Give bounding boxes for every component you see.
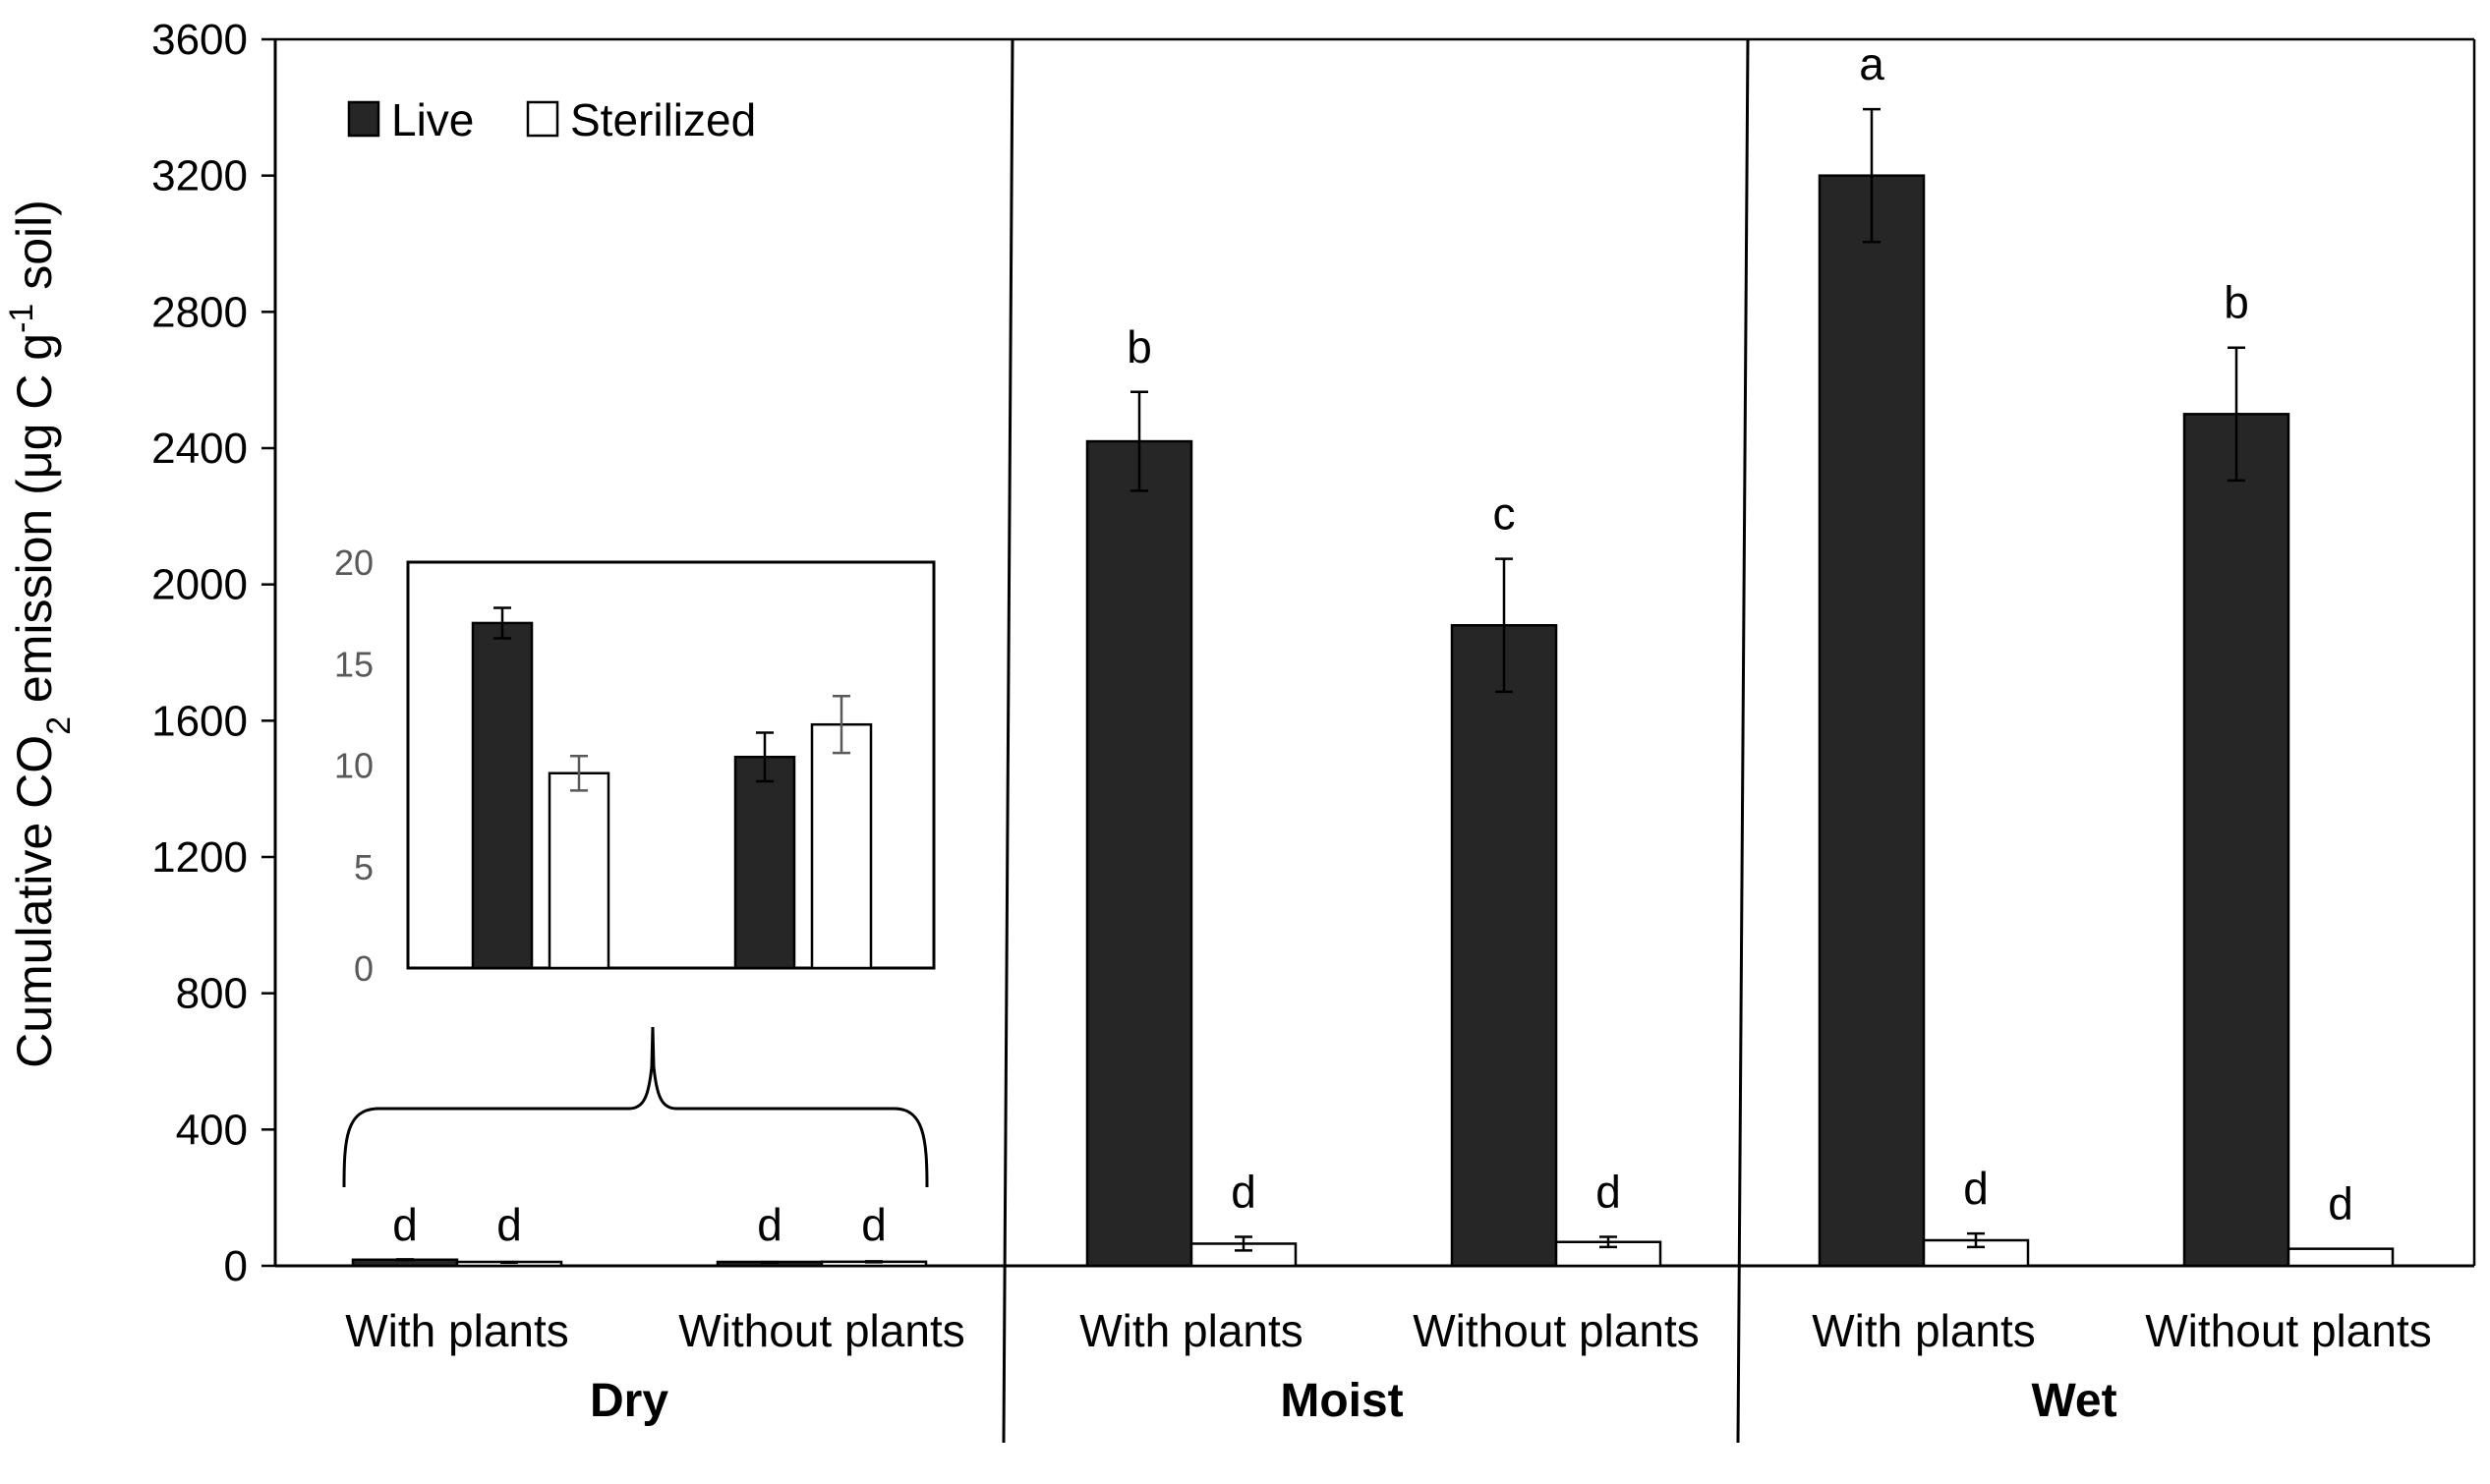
y-axis: 0 400 800 1200 1600 2000 2400 2800 3200 3600 xyxy=(151,16,275,1290)
legend: Live Sterilized xyxy=(347,94,756,145)
legend-label-sterilized: Sterilized xyxy=(570,94,756,145)
y-tick-label: 400 xyxy=(176,1106,248,1154)
significance-letter: d xyxy=(2328,1178,2353,1229)
significance-letter: d xyxy=(861,1199,887,1250)
inset-bar-live xyxy=(733,755,796,970)
y-tick-label: 3200 xyxy=(151,152,248,200)
error-bar-sterilized xyxy=(500,1260,518,1265)
significance-letter: b xyxy=(2224,277,2249,328)
bar-sterilized xyxy=(2287,1247,2395,1268)
inset-bracket xyxy=(342,1026,929,1188)
significance-letter: d xyxy=(757,1199,782,1250)
inset-bar-sterilized xyxy=(810,722,873,970)
y-tick-label: 2400 xyxy=(151,425,248,473)
bar-live xyxy=(1818,174,1926,1268)
inset-y-tick-label: 0 xyxy=(354,948,374,989)
inset-y-tick-label: 5 xyxy=(354,847,374,887)
category-label: Without plants xyxy=(1413,1305,1699,1356)
error-bar-sterilized xyxy=(1967,1231,1985,1249)
significance-letter: a xyxy=(1859,38,1884,89)
inset-error-bars xyxy=(493,606,850,792)
group-label-wet: Wet xyxy=(2031,1375,2116,1427)
bars xyxy=(351,174,2395,1268)
inset-bar-live xyxy=(471,621,534,970)
inset-bars xyxy=(471,621,873,970)
category-label: With plants xyxy=(1812,1305,2036,1356)
category-label: Without plants xyxy=(2145,1305,2431,1356)
inset-y-tick-label: 20 xyxy=(334,542,374,583)
bar-live xyxy=(2182,413,2290,1268)
y-tick-label: 800 xyxy=(176,970,248,1018)
inset-y-tick-label: 15 xyxy=(334,644,374,684)
error-bar-live xyxy=(1495,557,1513,694)
inset-error-bar-sterilized xyxy=(833,695,850,755)
group-label-dry: Dry xyxy=(590,1375,668,1427)
category-labels: With plants Without plants With plants With… xyxy=(345,1305,2432,1356)
inset-error-bar-live xyxy=(756,731,774,783)
inset-y-axis: 0 5 10 15 20 xyxy=(334,542,374,989)
significance-letter: d xyxy=(496,1199,522,1250)
bar-live xyxy=(1085,439,1193,1268)
y-tick-label: 1600 xyxy=(151,697,248,745)
y-axis-title: Cumulative CO2 emission (μg C g-1 soil) xyxy=(3,200,78,1068)
significance-letter: d xyxy=(392,1199,418,1250)
significance-letter: d xyxy=(1595,1167,1621,1218)
significance-letter: b xyxy=(1127,321,1152,372)
error-bar-sterilized xyxy=(1599,1235,1617,1249)
significance-letters: d d d d b d c d a d b d xyxy=(392,38,2353,1250)
group-label-moist: Moist xyxy=(1280,1375,1403,1427)
significance-letter: d xyxy=(1231,1167,1256,1218)
divider-dry-moist xyxy=(1002,38,1014,1444)
inset-bar-sterilized xyxy=(548,771,610,970)
category-label: With plants xyxy=(1079,1305,1303,1356)
error-bar-live xyxy=(396,1258,414,1262)
bar-live xyxy=(1450,624,1558,1268)
category-label: Without plants xyxy=(678,1305,964,1356)
divider-moist-wet xyxy=(1736,38,1750,1444)
error-bar-live xyxy=(2228,346,2245,483)
category-label: With plants xyxy=(345,1305,569,1356)
significance-letter: d xyxy=(1963,1163,1989,1214)
error-bar-live xyxy=(1863,107,1881,244)
panel-dividers xyxy=(1002,38,1750,1444)
y-tick-label: 0 xyxy=(224,1242,248,1290)
y-tick-label: 2000 xyxy=(151,561,248,609)
y-tick-label: 3600 xyxy=(151,16,248,64)
significance-letter: c xyxy=(1493,488,1516,540)
y-tick-label: 2800 xyxy=(151,288,248,336)
error-bar-sterilized xyxy=(865,1260,883,1264)
error-bar-sterilized xyxy=(1235,1235,1252,1252)
error-bar-live xyxy=(761,1260,779,1265)
y-tick-label: 1200 xyxy=(151,833,248,882)
plot-frame xyxy=(273,37,2476,1268)
legend-swatch-live xyxy=(347,100,380,138)
inset-y-tick-label: 10 xyxy=(334,746,374,786)
legend-label-live: Live xyxy=(391,94,474,145)
error-bar-live xyxy=(1130,390,1148,492)
group-labels: Dry Moist Wet xyxy=(590,1375,2117,1427)
inset-error-bar-sterilized xyxy=(570,754,588,792)
inset-chart: 0 5 10 15 20 xyxy=(334,542,936,989)
error-bars xyxy=(396,107,2245,1265)
inset-error-bar-live xyxy=(493,606,511,640)
legend-swatch-sterilized xyxy=(526,100,559,138)
